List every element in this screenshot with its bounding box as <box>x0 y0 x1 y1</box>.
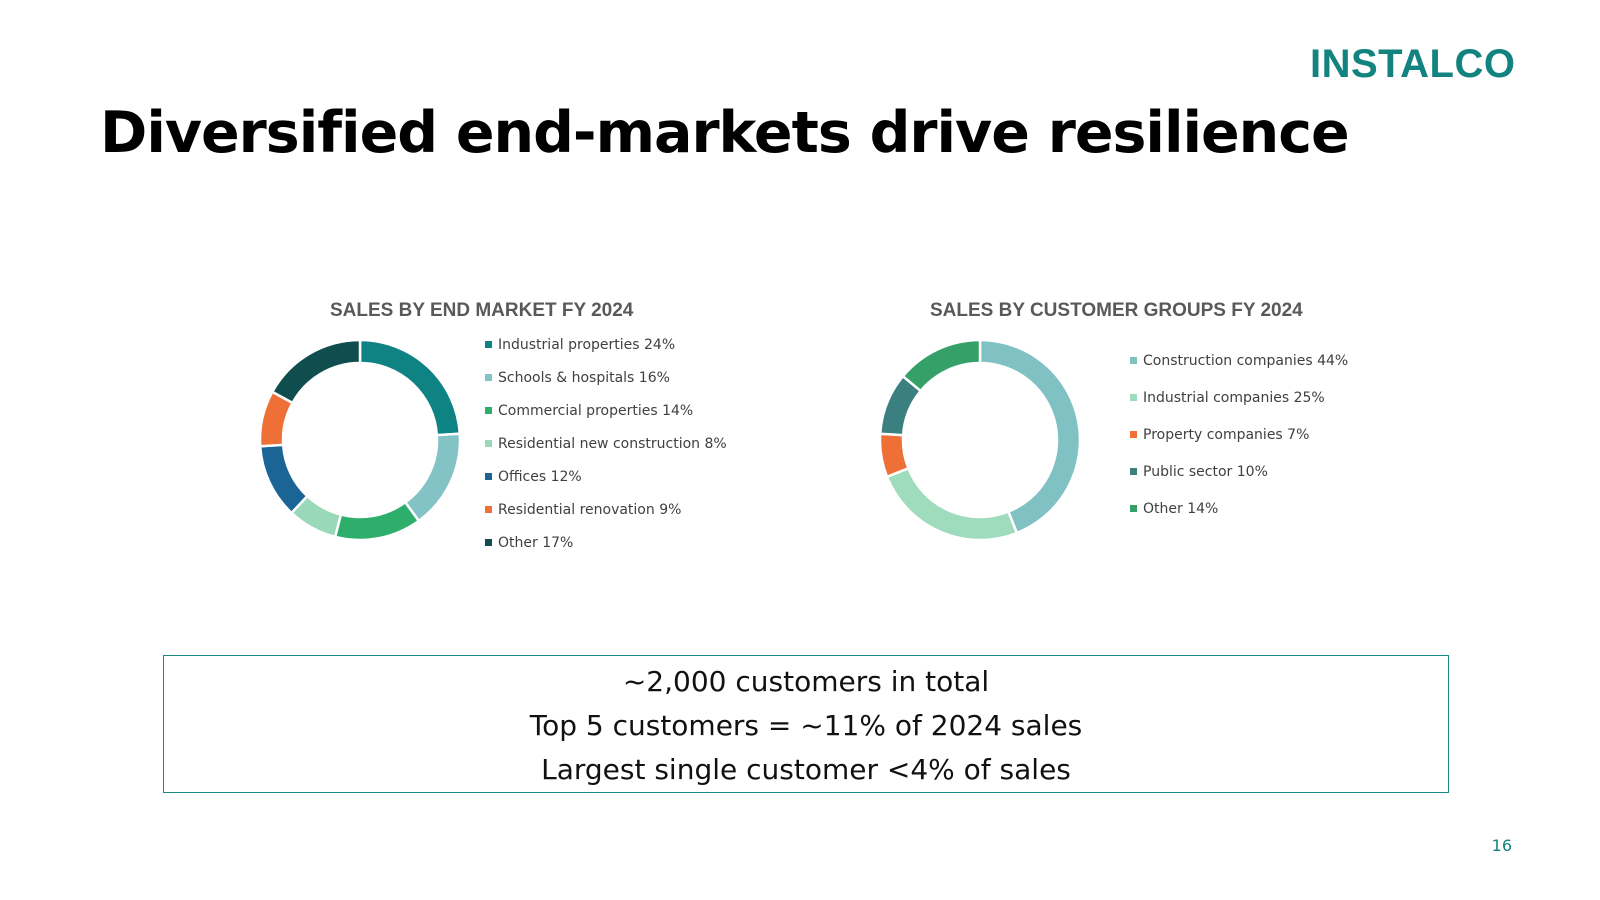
legend-swatch <box>485 407 492 414</box>
legend-label: Schools & hospitals 16% <box>498 369 670 386</box>
largest-customer-text: Largest single customer <4% of sales <box>541 753 1071 786</box>
slice-other <box>270 338 362 405</box>
legend-swatch <box>485 506 492 513</box>
legend-label: Other 17% <box>498 534 574 551</box>
total-customers-text: ~2,000 customers in total <box>622 665 990 698</box>
slice-industrial-companies <box>885 466 1019 542</box>
legend-label: Residential new construction 8% <box>498 435 727 452</box>
chart-legend: Industrial properties 24% Schools & hospi… <box>485 328 727 559</box>
legend-label: Industrial properties 24% <box>498 336 676 353</box>
legend-label: Residential renovation 9% <box>498 501 682 518</box>
end-market-chart: SALES BY END MARKET FY 2024 Industrial p… <box>250 290 810 560</box>
slice-commercial-properties <box>333 500 421 542</box>
chart-title: SALES BY END MARKET FY 2024 <box>330 300 634 321</box>
legend-label: Industrial companies 25% <box>1143 389 1325 406</box>
slice-industrial-properties <box>358 338 462 437</box>
customer-groups-donut <box>878 338 1082 542</box>
legend-swatch <box>485 539 492 546</box>
legend-swatch <box>485 374 492 381</box>
chart-title: SALES BY CUSTOMER GROUPS FY 2024 <box>930 300 1303 321</box>
legend-label: Property companies 7% <box>1143 426 1310 443</box>
instalco-logo: INSTALCO <box>1310 42 1516 86</box>
legend-swatch <box>1130 357 1137 364</box>
legend-label: Offices 12% <box>498 468 582 485</box>
slice-other <box>901 338 982 393</box>
chart-legend: Construction companies 44% Industrial com… <box>1130 342 1348 527</box>
customer-groups-chart: SALES BY CUSTOMER GROUPS FY 2024 Constru… <box>878 290 1440 560</box>
legend-item-offices: Offices 12% <box>485 460 727 493</box>
legend-item-schools-and-hospitals: Schools & hospitals 16% <box>485 361 727 394</box>
legend-label: Public sector 10% <box>1143 463 1268 480</box>
slice-offices <box>258 443 310 515</box>
legend-swatch <box>1130 431 1137 438</box>
legend-item-residential-renovation: Residential renovation 9% <box>485 493 727 526</box>
legend-label: Construction companies 44% <box>1143 352 1349 369</box>
legend-item-industrial-companies: Industrial companies 25% <box>1130 379 1348 416</box>
legend-item-property-companies: Property companies 7% <box>1130 416 1348 453</box>
legend-swatch <box>1130 468 1137 475</box>
slice-construction-companies <box>978 338 1082 535</box>
page-title: Diversified end-markets drive resilience <box>100 100 1350 166</box>
legend-swatch <box>1130 505 1137 512</box>
legend-item-public-sector: Public sector 10% <box>1130 453 1348 490</box>
legend-item-other: Other 14% <box>1130 490 1348 527</box>
legend-item-residential-new-construction: Residential new construction 8% <box>485 427 727 460</box>
customer-summary-box: ~2,000 customers in total Top 5 customer… <box>163 655 1449 793</box>
legend-item-industrial-properties: Industrial properties 24% <box>485 328 727 361</box>
legend-item-commercial-properties: Commercial properties 14% <box>485 394 727 427</box>
legend-item-other: Other 17% <box>485 526 727 559</box>
slice-schools-and-hospitals <box>403 432 462 523</box>
page-number: 16 <box>1491 836 1512 855</box>
legend-swatch <box>485 473 492 480</box>
legend-swatch <box>1130 394 1137 401</box>
slice-property-companies <box>878 432 911 479</box>
end-market-donut <box>258 338 462 542</box>
legend-item-construction-companies: Construction companies 44% <box>1130 342 1348 379</box>
legend-swatch <box>485 440 492 447</box>
legend-swatch <box>485 341 492 348</box>
legend-label: Commercial properties 14% <box>498 402 694 419</box>
top-customers-text: Top 5 customers = ~11% of 2024 sales <box>529 709 1083 742</box>
legend-label: Other 14% <box>1143 500 1219 517</box>
